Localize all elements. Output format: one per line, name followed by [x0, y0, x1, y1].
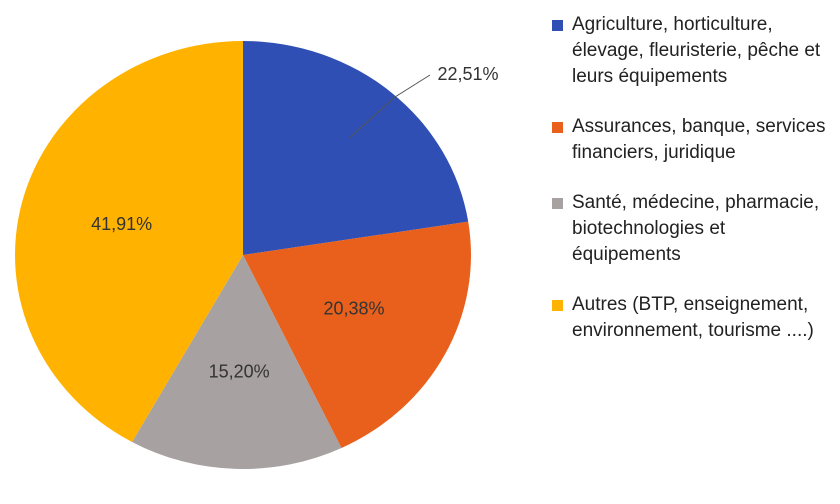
pie-slice	[243, 221, 471, 448]
data-label: 15,20%	[209, 361, 270, 381]
legend-swatch	[552, 20, 563, 31]
legend-label: Agriculture, horticulture, élevage, fleu…	[572, 14, 821, 87]
legend-label: Autres (BTP, enseignement, environnement…	[572, 294, 814, 341]
chart: 22,51% 20,38% 15,20% 41,91%	[15, 41, 499, 469]
data-label: 22,51%	[437, 64, 498, 84]
legend-swatch	[552, 300, 563, 311]
legend: Agriculture, horticulture, élevage, fleu…	[550, 12, 835, 368]
legend-item: Agriculture, horticulture, élevage, fleu…	[550, 12, 835, 90]
pie-slice	[15, 41, 243, 442]
pie-slice	[132, 255, 342, 469]
pie-slice	[243, 41, 469, 255]
legend-label: Santé, médecine, pharmacie, biotechnolog…	[572, 192, 820, 265]
legend-item: Autres (BTP, enseignement, environnement…	[550, 292, 835, 344]
data-label: 41,91%	[91, 214, 152, 234]
legend-swatch	[552, 198, 563, 209]
legend-item: Santé, médecine, pharmacie, biotechnolog…	[550, 190, 835, 268]
legend-label: Assurances, banque, services financiers,…	[572, 116, 826, 163]
leader-line	[349, 74, 431, 139]
data-label: 20,38%	[323, 298, 384, 318]
legend-swatch	[552, 122, 563, 133]
legend-item: Assurances, banque, services financiers,…	[550, 114, 835, 166]
